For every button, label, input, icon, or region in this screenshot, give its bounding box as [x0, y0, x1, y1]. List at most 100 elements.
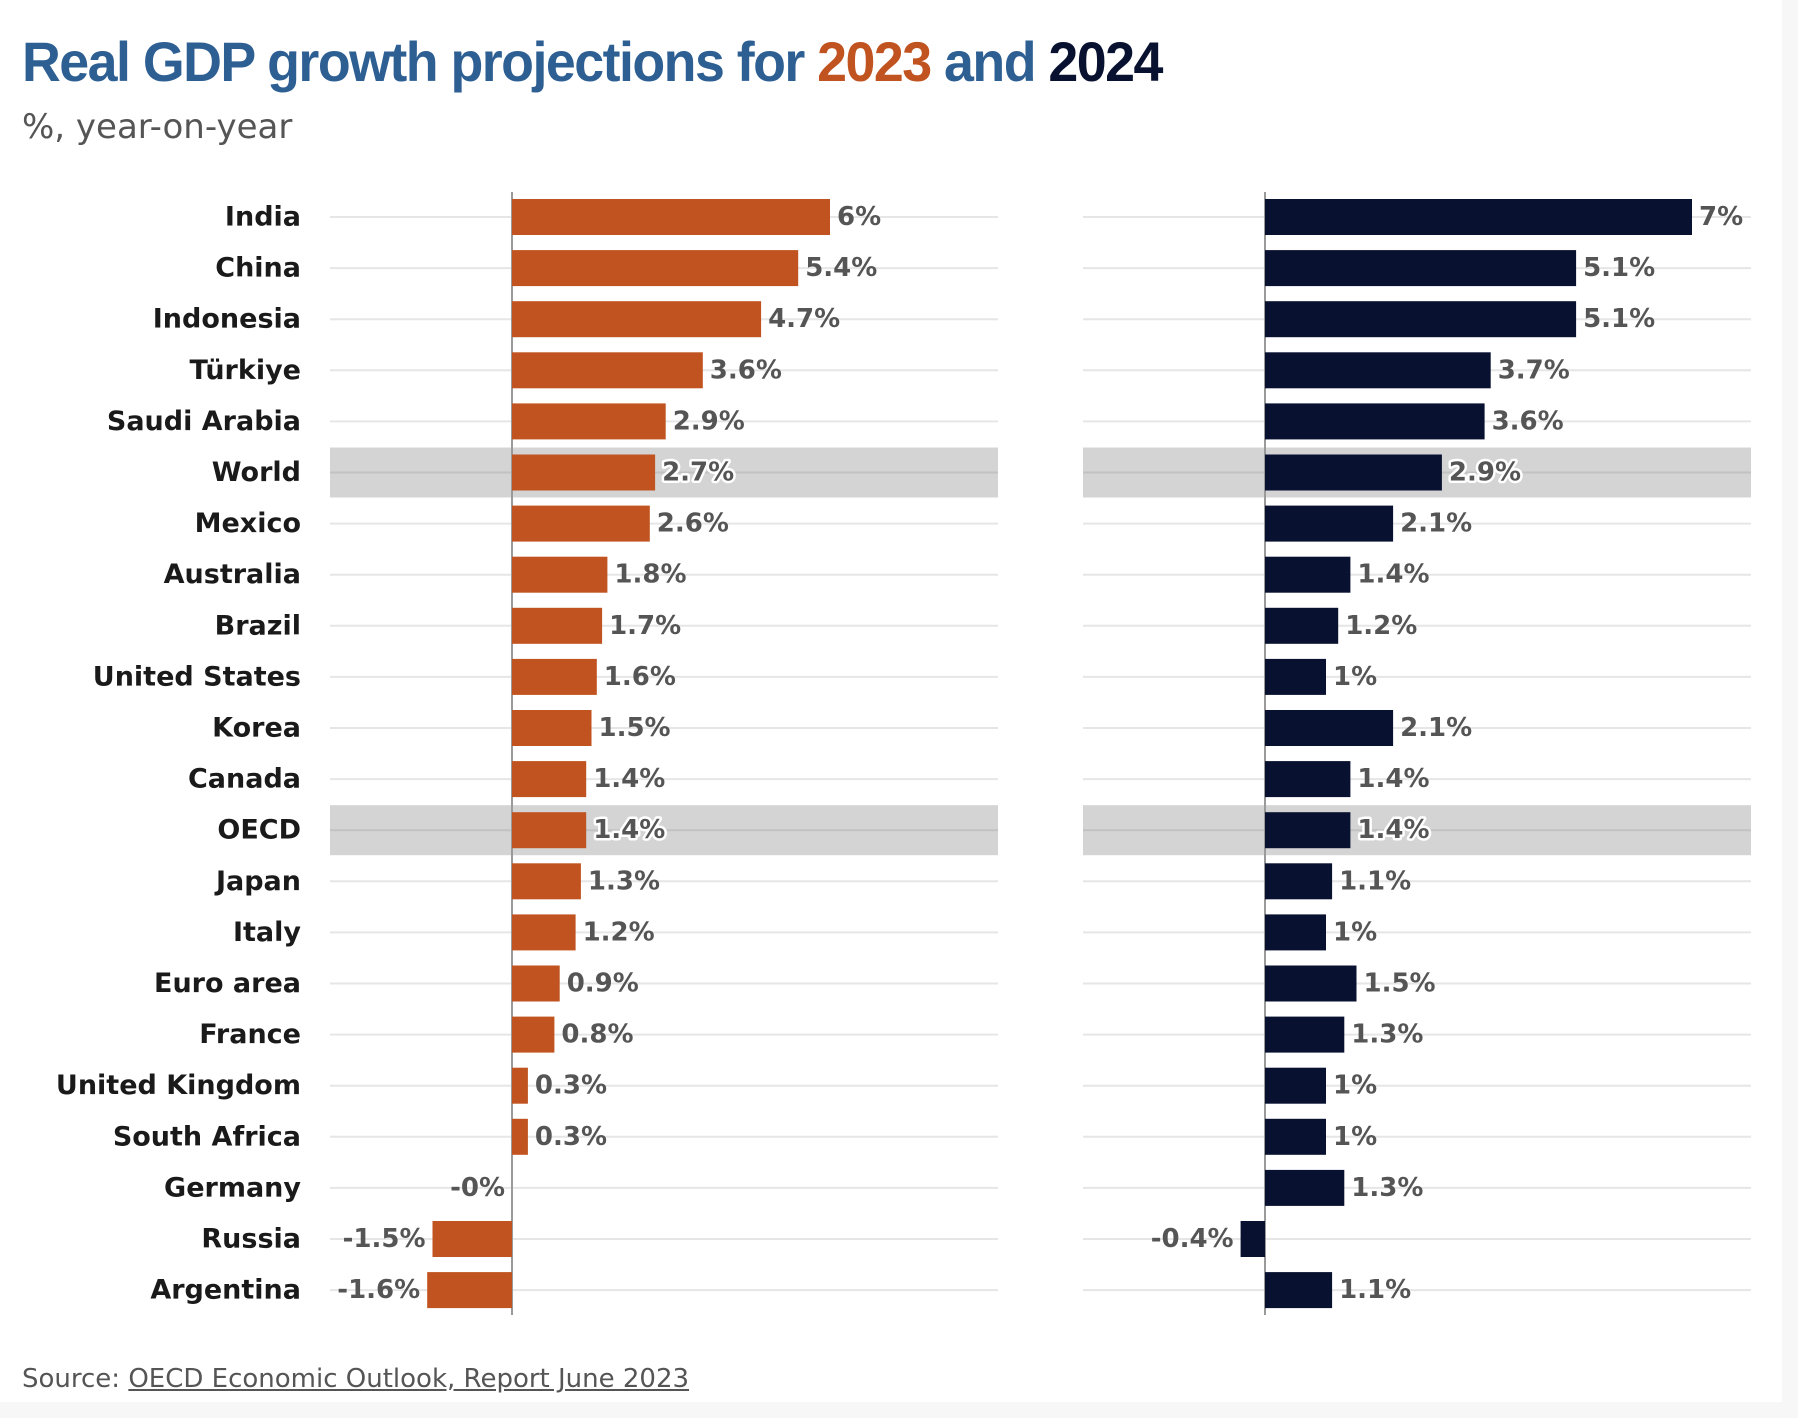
value-label-oecd-2023: 1.4%	[593, 815, 665, 845]
bar-oecd-2024	[1265, 812, 1351, 849]
category-label-south-africa: South Africa	[113, 1121, 301, 1152]
value-label-korea-2023: 1.5%	[599, 713, 671, 743]
bar-russia-2024	[1240, 1221, 1265, 1257]
value-label-mexico-2023: 2.6%	[657, 509, 729, 539]
bar-italy-2023	[512, 914, 576, 951]
chart-title: Real GDP growth projections for 2023 and…	[22, 22, 1163, 102]
bar-korea-2023	[512, 710, 592, 746]
category-label-oecd: OECD	[217, 815, 301, 846]
bar-mexico-2024	[1265, 505, 1394, 542]
value-label-italy-2023: 1.2%	[583, 917, 655, 947]
value-label-canada-2024: 1.4%	[1357, 764, 1429, 794]
category-labels: India China Indonesia Türkiye Saudi Arabia Wo…	[56, 202, 301, 1306]
bar-russia-2023	[432, 1221, 512, 1257]
bar-india-2023	[512, 199, 830, 235]
value-label-euro-area-2023: 0.9%	[567, 969, 639, 999]
value-label-italy-2024: 1%	[1333, 917, 1377, 947]
value-label-euro-area-2024: 1.5%	[1364, 969, 1436, 999]
source-note: Source: OECD Economic Outlook, Report Ju…	[22, 1362, 689, 1396]
value-label-japan-2023: 1.3%	[588, 866, 660, 896]
value-label-south-africa-2023: 0.3%	[535, 1122, 607, 1152]
value-label-indonesia-2024: 5.1%	[1583, 304, 1655, 334]
value-label-world-2024: 2.9%	[1449, 458, 1521, 488]
value-label-mexico-2024: 2.1%	[1400, 509, 1472, 539]
category-label-argentina: Argentina	[150, 1275, 301, 1306]
value-label-saudi-arabia-2024: 3.6%	[1492, 406, 1564, 436]
value-label-australia-2024: 1.4%	[1357, 560, 1429, 590]
bar-italy-2024	[1265, 914, 1326, 951]
category-label-canada: Canada	[188, 764, 301, 795]
bar-turkiye-2023	[512, 352, 703, 389]
source-link[interactable]: OECD Economic Outlook, Report June 2023	[128, 1364, 690, 1394]
chart-title-year-2023: 2023	[817, 30, 932, 93]
category-label-korea: Korea	[212, 713, 301, 744]
category-label-brazil: Brazil	[215, 610, 301, 641]
value-label-japan-2024: 1.1%	[1339, 866, 1411, 896]
bar-australia-2024	[1265, 556, 1351, 593]
value-label-india-2024: 7%	[1699, 202, 1743, 232]
category-label-euro-area: Euro area	[154, 968, 301, 999]
bar-turkiye-2024	[1265, 352, 1491, 389]
bar-saudi-arabia-2024	[1265, 403, 1485, 440]
bar-chart: India China Indonesia Türkiye Saudi Arabia Wo…	[56, 192, 1751, 1315]
bar-germany-2024	[1265, 1169, 1345, 1206]
category-label-saudi-arabia: Saudi Arabia	[107, 406, 301, 437]
bar-united-states-2023	[512, 658, 597, 695]
bar-saudi-arabia-2023	[512, 403, 666, 440]
bar-korea-2024	[1265, 710, 1394, 746]
bar-euro-area-2023	[512, 965, 560, 1002]
bar-world-2023	[512, 454, 656, 491]
bar-india-2024	[1265, 199, 1692, 235]
value-label-russia-2024: -0.4%	[1151, 1224, 1234, 1254]
category-label-italy: Italy	[233, 917, 301, 948]
value-label-turkiye-2024: 3.7%	[1498, 355, 1570, 385]
bars	[427, 199, 1692, 1309]
value-label-united-states-2023: 1.6%	[604, 662, 676, 692]
value-label-china-2024: 5.1%	[1583, 253, 1655, 283]
category-label-turkiye: Türkiye	[189, 355, 301, 386]
category-label-united-kingdom: United Kingdom	[56, 1070, 301, 1101]
bar-australia-2023	[512, 556, 608, 593]
value-label-united-kingdom-2024: 1%	[1333, 1071, 1377, 1101]
source-prefix: Source:	[22, 1364, 129, 1394]
bar-oecd-2023	[512, 812, 587, 849]
bar-france-2024	[1265, 1016, 1345, 1053]
bar-indonesia-2023	[512, 301, 762, 338]
value-label-brazil-2024: 1.2%	[1345, 611, 1417, 641]
bar-japan-2024	[1265, 863, 1333, 900]
category-label-world: World	[212, 457, 301, 488]
category-label-france: France	[199, 1019, 301, 1050]
value-label-united-kingdom-2023: 0.3%	[535, 1071, 607, 1101]
value-label-russia-2023: -1.5%	[343, 1224, 426, 1254]
value-label-argentina-2024: 1.1%	[1339, 1275, 1411, 1305]
chart-title-middle: and	[930, 30, 1049, 93]
bar-united-states-2024	[1265, 658, 1326, 695]
bar-euro-area-2024	[1265, 965, 1357, 1002]
bar-south-africa-2024	[1265, 1118, 1326, 1155]
bar-world-2024	[1265, 454, 1442, 491]
category-label-australia: Australia	[164, 559, 301, 590]
category-label-india: India	[225, 202, 301, 233]
bar-argentina-2023	[427, 1272, 512, 1309]
bar-france-2023	[512, 1016, 555, 1053]
bar-china-2023	[512, 250, 799, 287]
bar-united-kingdom-2024	[1265, 1067, 1326, 1104]
category-label-indonesia: Indonesia	[153, 304, 301, 335]
bar-japan-2023	[512, 863, 581, 900]
value-label-oecd-2024: 1.4%	[1357, 815, 1429, 845]
value-labels: 6% 5.4% 4.7% 3.6% 2.9% 2.7% 2.6% 1.8% 1.7% 1.6% 1.…	[337, 202, 1743, 1305]
value-label-brazil-2023: 1.7%	[609, 611, 681, 641]
bar-indonesia-2024	[1265, 301, 1577, 338]
value-label-india-2023: 6%	[837, 202, 881, 232]
chart-subtitle: %, year-on-year	[22, 107, 293, 147]
category-label-mexico: Mexico	[195, 508, 301, 539]
value-label-south-africa-2024: 1%	[1333, 1122, 1377, 1152]
chart-title-prefix: Real GDP growth projections for	[22, 30, 818, 93]
value-label-china-2023: 5.4%	[805, 253, 877, 283]
bar-brazil-2024	[1265, 607, 1339, 644]
value-label-saudi-arabia-2023: 2.9%	[673, 406, 745, 436]
value-label-korea-2024: 2.1%	[1400, 713, 1472, 743]
bar-argentina-2024	[1265, 1272, 1333, 1309]
chart-panel: Real GDP growth projections for 2023 and…	[22, 22, 1751, 1396]
bar-brazil-2023	[512, 607, 603, 644]
